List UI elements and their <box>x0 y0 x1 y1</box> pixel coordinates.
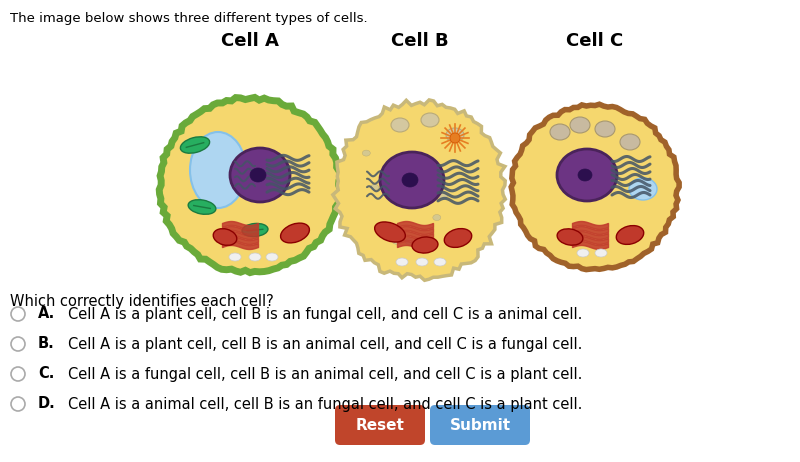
Ellipse shape <box>402 173 418 187</box>
Ellipse shape <box>405 238 413 244</box>
Circle shape <box>11 337 25 351</box>
Ellipse shape <box>230 148 290 202</box>
Ellipse shape <box>370 184 378 190</box>
Ellipse shape <box>416 258 428 266</box>
Ellipse shape <box>439 193 447 199</box>
Ellipse shape <box>249 253 261 261</box>
Ellipse shape <box>250 168 266 182</box>
Ellipse shape <box>392 238 400 244</box>
Text: The image below shows three different types of cells.: The image below shows three different ty… <box>10 12 368 25</box>
Ellipse shape <box>391 118 409 132</box>
Ellipse shape <box>266 253 278 261</box>
Ellipse shape <box>557 149 617 201</box>
Ellipse shape <box>616 225 644 244</box>
Text: Cell C: Cell C <box>566 32 624 50</box>
Ellipse shape <box>242 224 268 237</box>
Ellipse shape <box>190 132 246 208</box>
Ellipse shape <box>595 249 607 257</box>
Ellipse shape <box>620 134 640 150</box>
Text: A.: A. <box>38 306 55 322</box>
Ellipse shape <box>281 223 310 243</box>
Text: D.: D. <box>38 396 56 412</box>
Ellipse shape <box>396 258 408 266</box>
Ellipse shape <box>446 128 464 142</box>
Ellipse shape <box>570 117 590 133</box>
Ellipse shape <box>444 229 472 248</box>
Ellipse shape <box>550 124 570 140</box>
Ellipse shape <box>390 192 398 198</box>
Text: Submit: Submit <box>450 418 510 432</box>
Ellipse shape <box>577 249 589 257</box>
Circle shape <box>11 397 25 411</box>
Circle shape <box>11 367 25 381</box>
Ellipse shape <box>374 222 406 242</box>
Text: B.: B. <box>38 336 54 352</box>
Ellipse shape <box>595 121 615 137</box>
Ellipse shape <box>362 150 370 156</box>
Ellipse shape <box>180 137 210 153</box>
Ellipse shape <box>557 229 583 245</box>
Polygon shape <box>333 100 506 280</box>
Ellipse shape <box>433 214 441 220</box>
Ellipse shape <box>380 152 444 208</box>
Ellipse shape <box>188 200 216 214</box>
Ellipse shape <box>434 258 446 266</box>
Text: C.: C. <box>38 366 54 382</box>
Text: Cell A: Cell A <box>221 32 279 50</box>
Polygon shape <box>511 104 679 270</box>
Ellipse shape <box>229 253 241 261</box>
Text: Cell B: Cell B <box>391 32 449 50</box>
FancyBboxPatch shape <box>430 405 530 445</box>
Ellipse shape <box>629 178 657 200</box>
Polygon shape <box>159 97 341 273</box>
Text: Cell A is a plant cell, cell B is an animal cell, and cell C is a fungal cell.: Cell A is a plant cell, cell B is an ani… <box>68 336 582 352</box>
Text: Cell A is a fungal cell, cell B is an animal cell, and cell C is a plant cell.: Cell A is a fungal cell, cell B is an an… <box>68 366 582 382</box>
Ellipse shape <box>421 113 439 127</box>
Text: Cell A is a plant cell, cell B is an fungal cell, and cell C is a animal cell.: Cell A is a plant cell, cell B is an fun… <box>68 306 582 322</box>
Ellipse shape <box>412 237 438 253</box>
Ellipse shape <box>578 169 592 181</box>
Ellipse shape <box>214 229 237 245</box>
Ellipse shape <box>450 133 460 143</box>
Text: Reset: Reset <box>355 418 405 432</box>
Text: Cell A is a animal cell, cell B is an fungal cell, and cell C is a plant cell.: Cell A is a animal cell, cell B is an fu… <box>68 396 582 412</box>
FancyBboxPatch shape <box>335 405 425 445</box>
Text: Which correctly identifies each cell?: Which correctly identifies each cell? <box>10 294 274 309</box>
Circle shape <box>11 307 25 321</box>
